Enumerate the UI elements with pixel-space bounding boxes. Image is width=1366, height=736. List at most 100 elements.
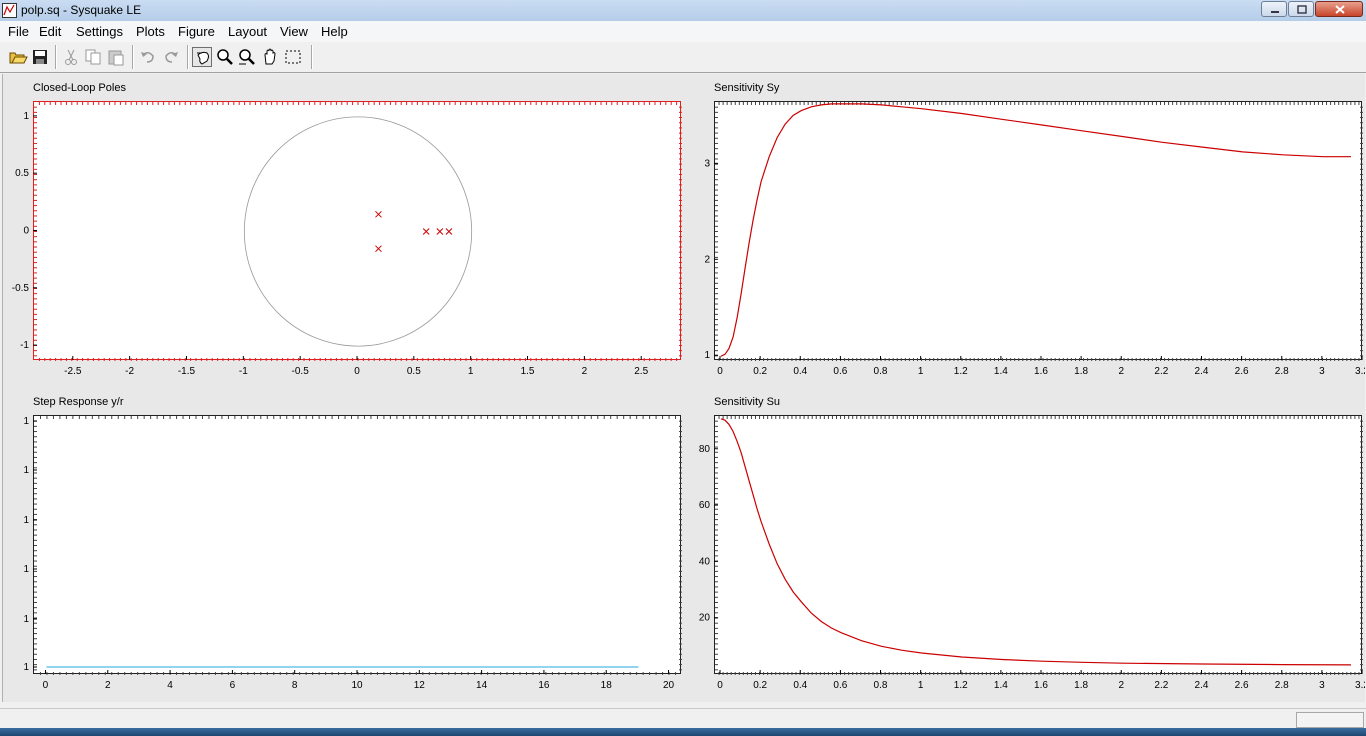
su-xtick-label: 1.6 [1034,680,1048,691]
sy-plot[interactable] [714,101,1363,361]
poles-xtick-label: -2 [125,366,134,377]
step-ytick-label: 1 [23,465,29,476]
close-button[interactable] [1315,1,1363,17]
sy-xtick-label: 2.8 [1275,366,1289,377]
menu-help[interactable]: Help [321,24,348,39]
step-xtick-label: 0 [43,680,49,691]
poles-xtick-label: 0 [354,366,360,377]
sy-plot-svg [715,102,1363,361]
maximize-button[interactable] [1288,1,1314,17]
sy-ytick-label: 1 [704,350,710,361]
sy-xtick-label: 1.8 [1074,366,1088,377]
figure-area: Closed-Loop Poles -2.5 -2 -1.5 -1 -0.5 0 0.5 1 1… [2,74,1365,702]
step-xtick-label: 2 [105,680,111,691]
sy-xtick-label: 2.4 [1195,366,1209,377]
sy-xtick-label: 0.6 [833,366,847,377]
poles-xtick-label: -1.5 [178,366,196,377]
sy-xtick-label: 1 [918,366,924,377]
poles-xtick-label: 1 [468,366,474,377]
title-bar: polp.sq - Sysquake LE [0,0,1366,22]
menu-bar: File Edit Settings Plots Figure Layout V… [0,21,1366,43]
sy-xtick-label: 2 [1118,366,1124,377]
sy-xtick-label: 2.2 [1154,366,1168,377]
su-xtick-label: 3 [1319,680,1325,691]
su-ytick-label: 80 [699,444,711,455]
zoom-x-icon[interactable] [237,47,257,67]
step-xtick-label: 16 [538,680,550,691]
open-icon[interactable] [8,47,28,67]
select-icon[interactable] [192,47,212,67]
menu-file[interactable]: File [8,24,29,39]
menu-plots[interactable]: Plots [136,24,165,39]
sy-ytick-label: 3 [704,158,710,169]
cut-icon[interactable] [61,47,81,67]
step-xtick-label: 6 [230,680,236,691]
menu-figure[interactable]: Figure [178,24,215,39]
pole-marker [375,210,382,218]
step-ytick-label: 1 [23,662,29,673]
step-xtick-label: 18 [601,680,613,691]
su-plot[interactable] [714,415,1363,675]
pan-hand-icon[interactable] [260,47,280,67]
copy-icon[interactable] [83,47,103,67]
minimize-button[interactable] [1261,1,1287,17]
su-xtick-label: 2.2 [1154,680,1168,691]
step-ytick-label: 1 [23,515,29,526]
step-plot[interactable] [33,415,682,675]
poles-ytick-label: 0.5 [15,168,29,179]
step-xtick-label: 12 [414,680,426,691]
undo-icon[interactable] [138,47,158,67]
poles-xtick-label: -1 [239,366,248,377]
sy-xtick-label: 1.6 [1034,366,1048,377]
pole-marker [436,228,444,235]
su-plot-svg [715,416,1363,675]
status-bar [0,708,1366,729]
step-ytick-label: 1 [23,416,29,427]
sy-axes: 0 0.2 0.4 0.6 0.8 1 1.2 1.4 1.6 1.8 2 2.2 2.4 2.6 2.8 3… [704,158,1365,377]
su-ytick-label: 20 [699,613,711,624]
menu-view[interactable]: View [280,24,308,39]
save-icon[interactable] [30,47,50,67]
poles-plot-title: Closed-Loop Poles [33,82,126,94]
pole-marker [445,228,453,235]
sy-xtick-label: 0.8 [874,366,888,377]
su-xtick-label: 2.4 [1195,680,1209,691]
menu-settings[interactable]: Settings [76,24,123,39]
paste-icon[interactable] [106,47,126,67]
su-xtick-label: 0.8 [874,680,888,691]
step-xtick-label: 20 [663,680,675,691]
poles-xtick-label: 2.5 [634,366,648,377]
sy-xtick-label: 3 [1319,366,1325,377]
sy-xtick-label: 0.4 [793,366,807,377]
sy-series-line [720,103,1351,357]
step-xtick-label: 4 [167,680,173,691]
su-xtick-label: 1.8 [1074,680,1088,691]
redo-icon[interactable] [161,47,181,67]
step-xtick-label: 14 [476,680,488,691]
sy-xtick-label: 1.2 [954,366,968,377]
su-xtick-label: 2 [1118,680,1124,691]
step-ytick-label: 1 [23,614,29,625]
poles-plot-svg [34,102,682,361]
menu-edit[interactable]: Edit [39,24,62,39]
su-xtick-label: 3.2 [1355,680,1365,691]
window-title: polp.sq - Sysquake LE [21,3,142,17]
pole-marker [422,228,430,235]
zoom-in-icon[interactable] [215,47,235,67]
app-icon [2,3,17,18]
su-axes: 0 0.2 0.4 0.6 0.8 1 1.2 1.4 1.6 1.8 2 2.2 2.4 2.6 2.8 3… [699,444,1365,691]
step-plot-svg [34,416,682,675]
taskbar [0,728,1366,736]
poles-axes: -2.5 -2 -1.5 -1 -0.5 0 0.5 1 1.5 2 2.5 -1 -0.5 0 0.5 1 [12,111,649,377]
step-xtick-label: 8 [292,680,298,691]
menu-layout[interactable]: Layout [228,24,268,39]
zoom-rect-icon[interactable] [283,47,303,67]
sy-xtick-label: 1.4 [994,366,1008,377]
su-series-line [720,418,1352,666]
su-xtick-label: 0.2 [753,680,767,691]
poles-ytick-label: 0 [23,226,29,237]
su-plot-title: Sensitivity Su [714,396,781,408]
pole-marker [375,245,382,253]
poles-plot[interactable] [33,101,682,361]
poles-xtick-label: 1.5 [521,366,535,377]
